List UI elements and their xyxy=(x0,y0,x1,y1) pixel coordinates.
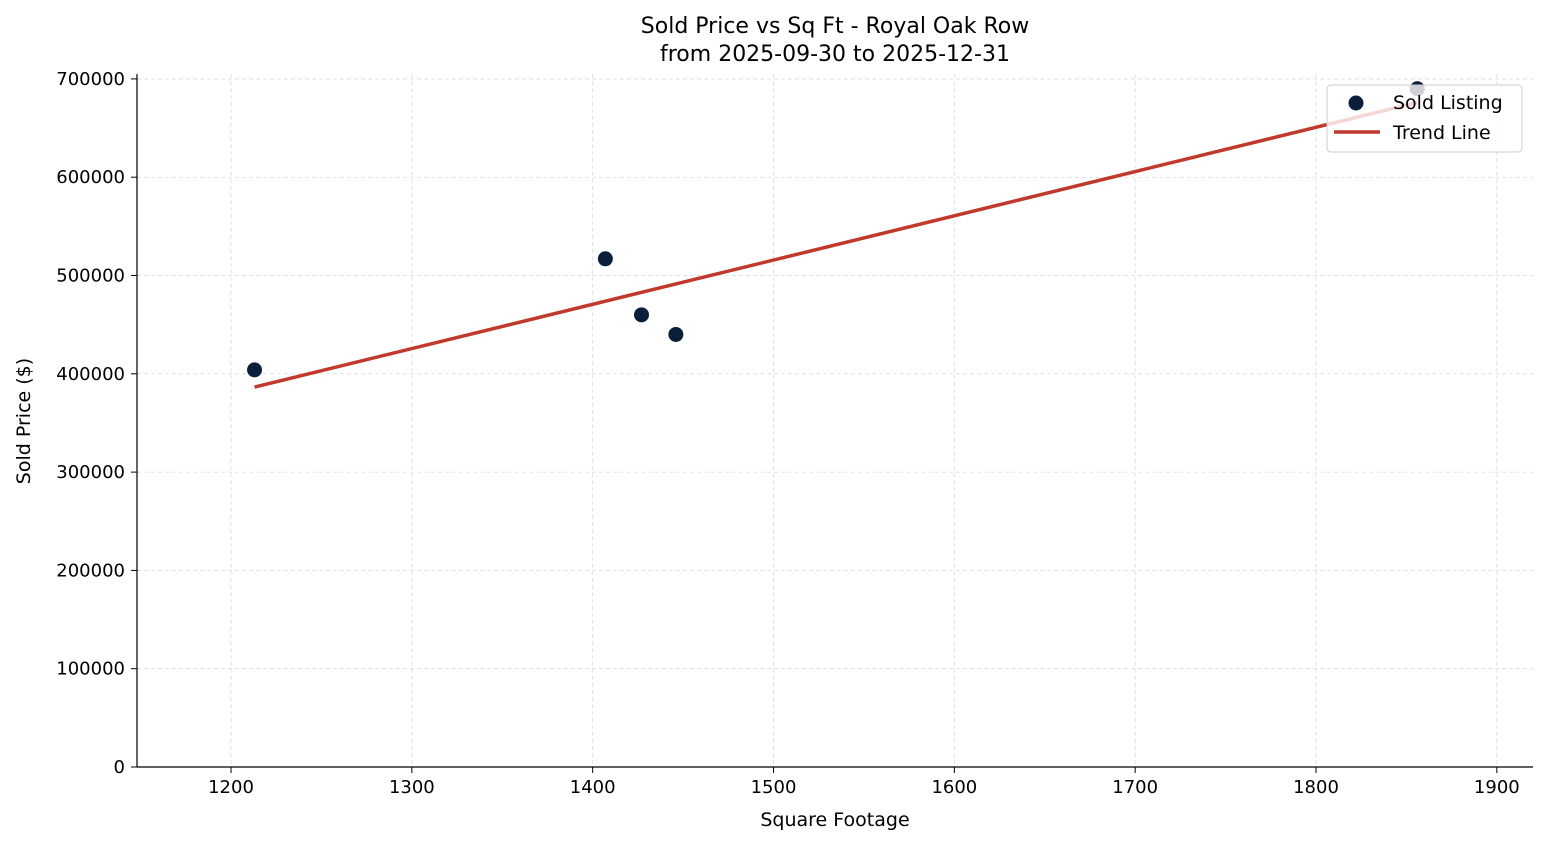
y-tick-label: 700000 xyxy=(56,69,125,90)
y-tick-label: 100000 xyxy=(56,659,125,680)
x-tick-label: 1600 xyxy=(931,777,977,798)
grid xyxy=(137,74,1533,767)
legend-marker-sold-listing xyxy=(1348,95,1364,111)
data-point xyxy=(597,251,613,267)
y-tick-label: 300000 xyxy=(56,462,125,483)
axes: 1200 1300 1400 1500 1600 1700 1800 1900 0 100000 2… xyxy=(56,69,1533,798)
chart-title: Sold Price vs Sq Ft - Royal Oak Row xyxy=(641,14,1029,39)
x-tick-label: 1700 xyxy=(1112,777,1158,798)
x-tick-label: 1300 xyxy=(389,777,435,798)
data-point xyxy=(247,362,263,378)
y-tick-label: 200000 xyxy=(56,560,125,581)
marks xyxy=(247,81,1425,389)
y-tick-label: 400000 xyxy=(56,364,125,385)
y-axis-label: Sold Price ($) xyxy=(13,358,35,484)
x-axis-label: Square Footage xyxy=(760,809,909,831)
x-tick-label: 1500 xyxy=(751,777,797,798)
data-point xyxy=(668,326,684,342)
legend: Sold Listing Trend Line xyxy=(1326,84,1523,153)
x-tick-label: 1200 xyxy=(208,777,254,798)
x-tick-label: 1400 xyxy=(570,777,616,798)
legend-label-trend-line: Trend Line xyxy=(1392,122,1491,144)
trend-line xyxy=(254,100,1418,389)
data-point xyxy=(634,307,650,323)
chart-subtitle: from 2025-09-30 to 2025-12-31 xyxy=(660,42,1010,67)
x-tick-label: 1800 xyxy=(1293,777,1339,798)
legend-box xyxy=(1326,84,1523,153)
y-tick-label: 0 xyxy=(114,757,125,778)
x-tick-label: 1900 xyxy=(1474,777,1520,798)
y-tick-label: 600000 xyxy=(56,167,125,188)
y-tick-label: 500000 xyxy=(56,266,125,287)
legend-label-sold-listing: Sold Listing xyxy=(1393,92,1503,114)
